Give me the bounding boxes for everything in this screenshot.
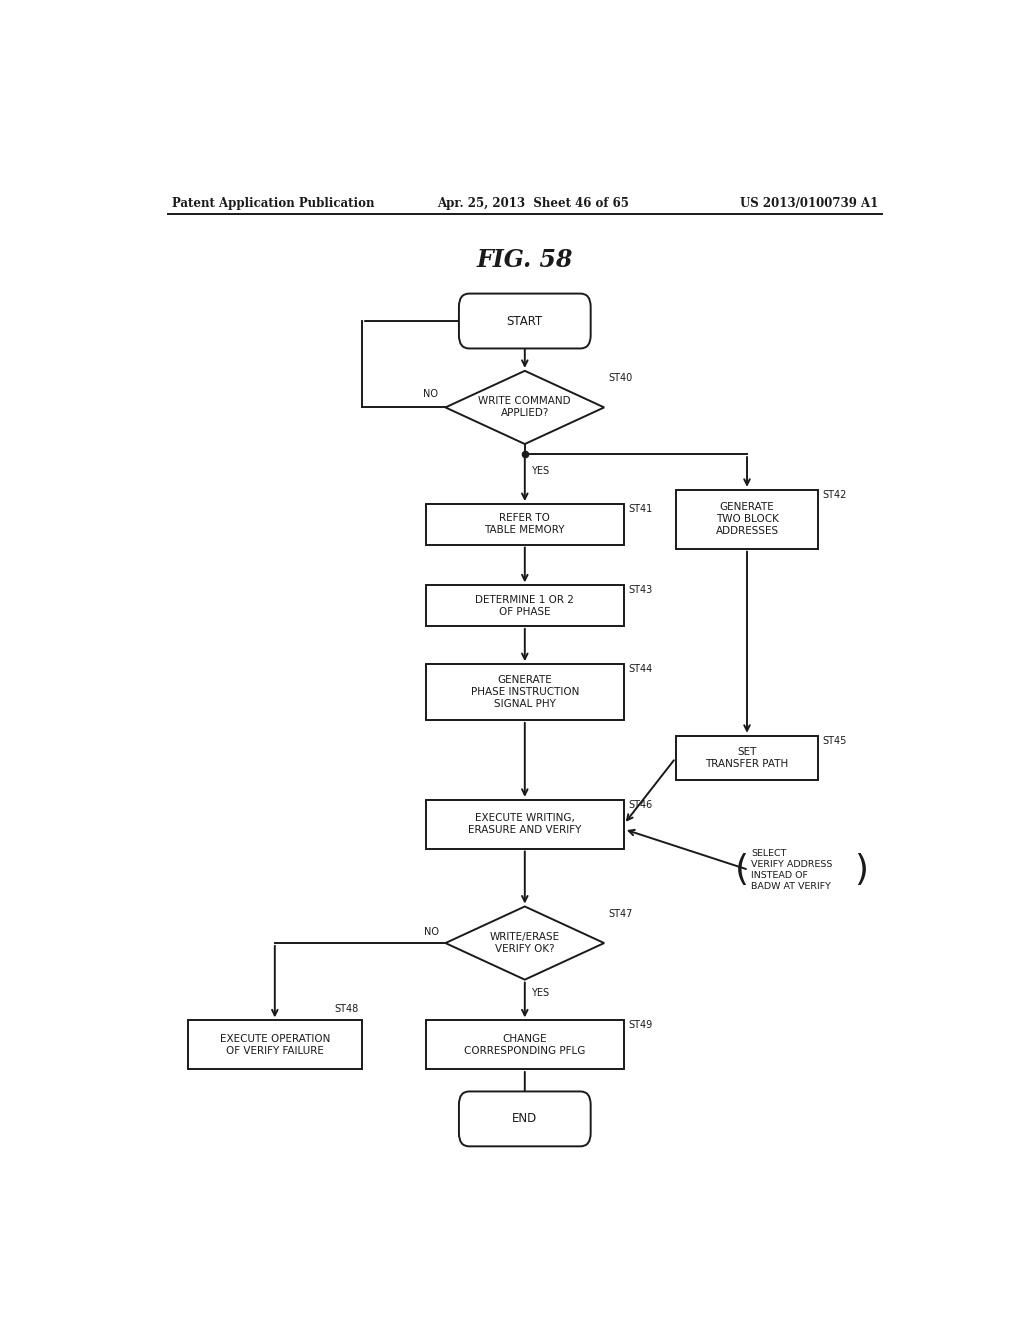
Text: ST46: ST46 — [628, 800, 652, 809]
FancyBboxPatch shape — [459, 293, 591, 348]
Text: NO: NO — [423, 389, 437, 399]
Text: ST42: ST42 — [822, 490, 847, 500]
Text: GENERATE
PHASE INSTRUCTION
SIGNAL PHY: GENERATE PHASE INSTRUCTION SIGNAL PHY — [471, 675, 579, 709]
Text: Apr. 25, 2013  Sheet 46 of 65: Apr. 25, 2013 Sheet 46 of 65 — [437, 197, 630, 210]
Text: ST40: ST40 — [608, 372, 633, 383]
Text: Patent Application Publication: Patent Application Publication — [172, 197, 374, 210]
Bar — [426, 1020, 624, 1069]
Text: ST49: ST49 — [628, 1020, 652, 1031]
Text: EXECUTE WRITING,
ERASURE AND VERIFY: EXECUTE WRITING, ERASURE AND VERIFY — [468, 813, 582, 836]
Text: ST47: ST47 — [608, 908, 633, 919]
Text: YES: YES — [531, 987, 549, 998]
Text: ST48: ST48 — [334, 1005, 358, 1014]
Text: YES: YES — [531, 466, 549, 477]
Text: REFER TO
TABLE MEMORY: REFER TO TABLE MEMORY — [484, 513, 565, 536]
Text: FIG. 58: FIG. 58 — [476, 248, 573, 272]
Text: WRITE/ERASE
VERIFY OK?: WRITE/ERASE VERIFY OK? — [489, 932, 560, 954]
Bar — [426, 504, 624, 545]
Polygon shape — [445, 907, 604, 979]
Polygon shape — [445, 371, 604, 444]
Text: ST43: ST43 — [628, 585, 652, 595]
Bar — [426, 585, 624, 626]
Text: SET
TRANSFER PATH: SET TRANSFER PATH — [706, 747, 788, 770]
Text: CHANGE
CORRESPONDING PFLG: CHANGE CORRESPONDING PFLG — [464, 1034, 586, 1056]
Text: SELECT
VERIFY ADDRESS
INSTEAD OF
BADW AT VERIFY: SELECT VERIFY ADDRESS INSTEAD OF BADW AT… — [751, 849, 833, 891]
Bar — [676, 490, 818, 549]
Text: WRITE COMMAND
APPLIED?: WRITE COMMAND APPLIED? — [478, 396, 571, 418]
Text: NO: NO — [424, 927, 439, 937]
Text: ): ) — [854, 853, 868, 887]
Bar — [426, 664, 624, 719]
Text: ST41: ST41 — [628, 504, 652, 513]
Text: END: END — [512, 1113, 538, 1126]
Bar — [187, 1020, 362, 1069]
FancyBboxPatch shape — [459, 1092, 591, 1146]
Bar — [426, 800, 624, 849]
Text: GENERATE
TWO BLOCK
ADDRESSES: GENERATE TWO BLOCK ADDRESSES — [716, 502, 778, 536]
Text: EXECUTE OPERATION
OF VERIFY FAILURE: EXECUTE OPERATION OF VERIFY FAILURE — [219, 1034, 330, 1056]
Text: START: START — [507, 314, 543, 327]
Text: (: ( — [734, 853, 749, 887]
Text: ST45: ST45 — [822, 735, 847, 746]
Bar — [676, 735, 818, 780]
Text: ST44: ST44 — [628, 664, 652, 675]
Text: DETERMINE 1 OR 2
OF PHASE: DETERMINE 1 OR 2 OF PHASE — [475, 594, 574, 616]
Text: US 2013/0100739 A1: US 2013/0100739 A1 — [739, 197, 878, 210]
